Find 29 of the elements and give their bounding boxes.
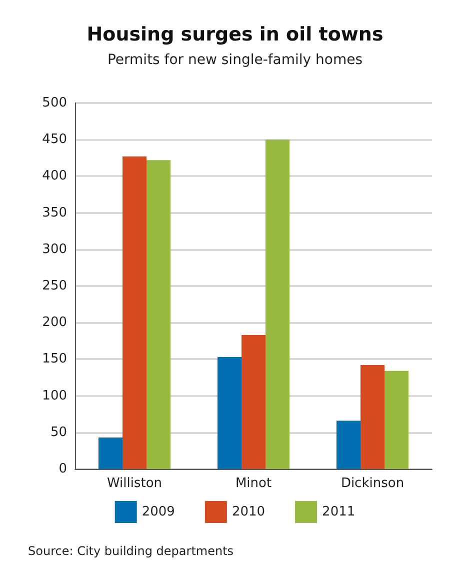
y-tick-label: 450 <box>42 132 67 148</box>
x-tick-label: Dickinson <box>340 476 404 491</box>
bar <box>122 156 146 469</box>
y-tick-label: 200 <box>42 315 67 330</box>
bar <box>336 420 360 469</box>
bar <box>360 365 384 469</box>
y-tick-label: 100 <box>42 388 67 404</box>
y-tick-label: 400 <box>42 168 67 184</box>
y-tick-label: 50 <box>50 424 67 440</box>
x-tick-label: Williston <box>106 476 162 491</box>
y-tick-label: 250 <box>42 278 67 294</box>
bar <box>146 160 170 469</box>
bar <box>98 438 122 469</box>
y-tick-label: 500 <box>42 96 67 110</box>
chart-subtitle: Permits for new single-family homes <box>107 52 363 68</box>
y-tick-label: 0 <box>58 462 67 476</box>
source-note: Source: City building departments <box>28 544 234 558</box>
bar <box>266 140 290 469</box>
legend-label: 2011 <box>322 504 356 520</box>
x-tick-label: Minot <box>235 476 272 491</box>
bar <box>218 357 242 469</box>
legend-label: 2009 <box>142 504 175 520</box>
bar <box>384 370 408 469</box>
legend-label: 2010 <box>232 504 266 520</box>
y-tick-label: 150 <box>42 352 67 367</box>
bar <box>242 335 266 469</box>
y-tick-label: 350 <box>42 205 67 220</box>
chart-title: Housing surges in oil towns <box>86 24 384 46</box>
y-tick-label: 300 <box>42 242 67 257</box>
